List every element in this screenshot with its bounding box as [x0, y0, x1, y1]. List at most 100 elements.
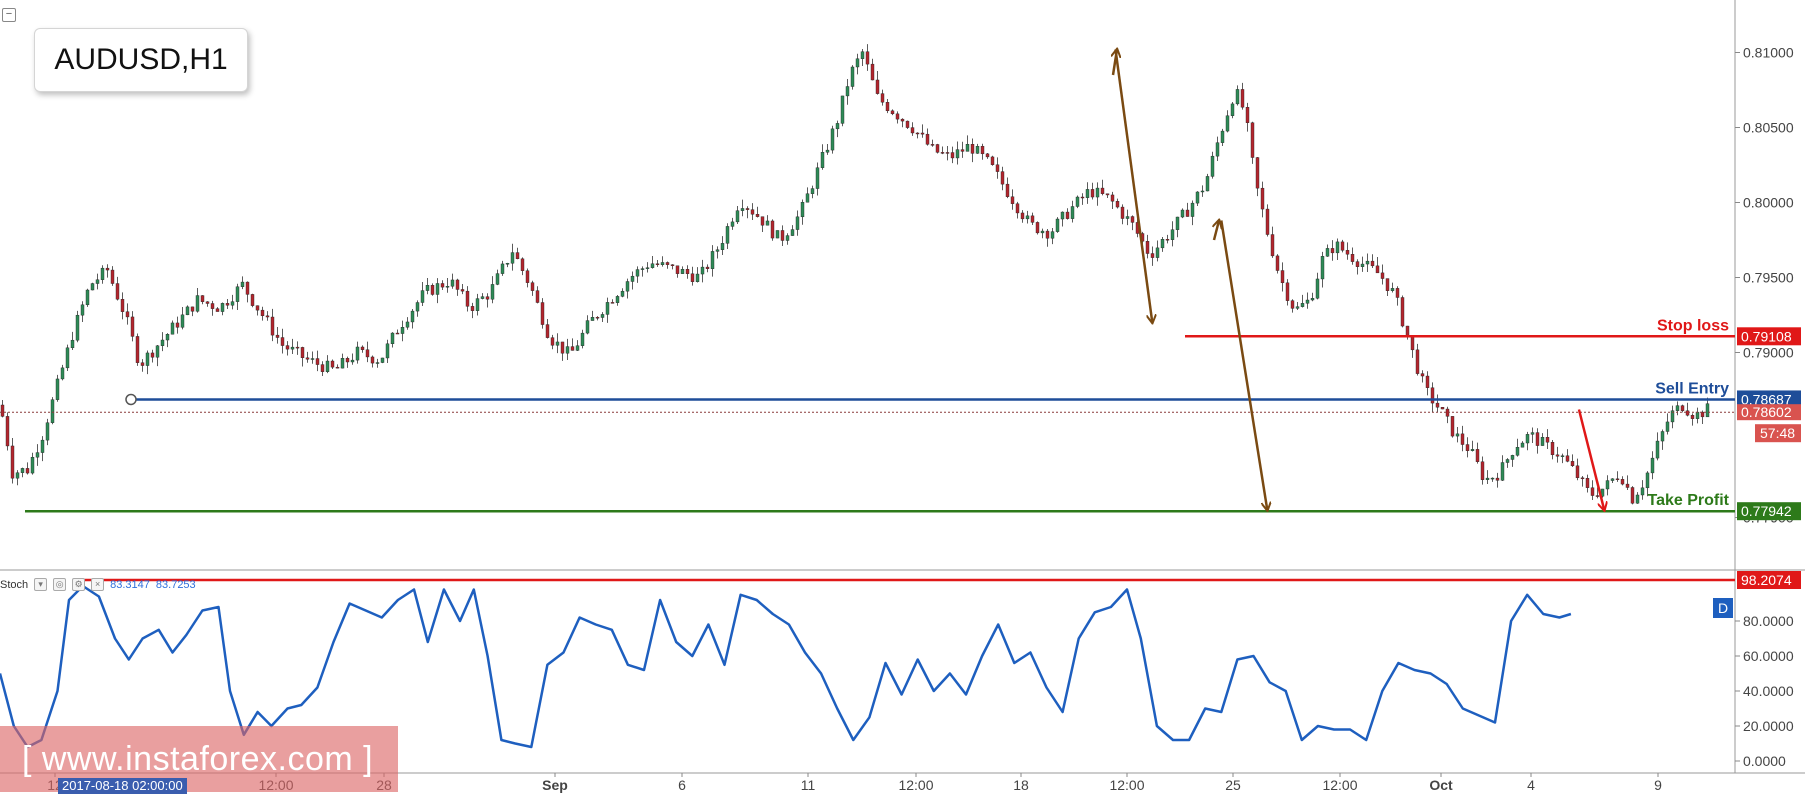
- candle-bull: [835, 123, 840, 130]
- candle-bear: [10, 445, 15, 479]
- candle-bull: [1515, 447, 1520, 456]
- candle-bull: [505, 263, 510, 265]
- candle-bear: [465, 290, 470, 307]
- candle-bear: [255, 305, 260, 311]
- close-icon[interactable]: ×: [91, 578, 105, 591]
- candle-bear: [205, 301, 210, 304]
- candle-bear: [1345, 250, 1350, 255]
- candle-bull: [605, 302, 610, 315]
- candle-bear: [150, 352, 155, 358]
- candle-bull: [700, 266, 705, 275]
- candle-bull: [60, 367, 65, 380]
- candle-bull: [1215, 142, 1220, 157]
- level-price-text: 0.77942: [1741, 503, 1792, 519]
- candle-bear: [535, 290, 540, 303]
- candle-bull: [1485, 477, 1490, 480]
- candle-bull: [600, 314, 605, 318]
- candle-bull: [1560, 455, 1565, 457]
- candle-bull: [1635, 494, 1640, 504]
- candle-bear: [1250, 122, 1255, 158]
- candle-bull: [290, 346, 295, 350]
- candle-bear: [1165, 239, 1170, 241]
- candle-bear: [1685, 410, 1690, 416]
- candle-bull: [40, 439, 45, 453]
- candle-bear: [985, 153, 990, 158]
- candle-bear: [1415, 349, 1420, 374]
- candle-bull: [1195, 191, 1200, 204]
- stoch-y-tick-label: 20.0000: [1743, 718, 1794, 734]
- candle-bear: [1240, 89, 1245, 108]
- candle-bull: [1705, 403, 1710, 418]
- candle-bull: [1305, 299, 1310, 304]
- candle-bull: [830, 128, 835, 151]
- candle-bull: [1230, 103, 1235, 116]
- candle-bull: [1055, 218, 1060, 232]
- candle-bear: [25, 468, 30, 474]
- candle-bull: [1315, 278, 1320, 299]
- candle-bull: [650, 263, 655, 268]
- candle-bear: [1255, 157, 1260, 189]
- candle-bear: [370, 356, 375, 364]
- candle-bear: [685, 269, 690, 274]
- candle-bear: [1285, 282, 1290, 301]
- candle-bull: [710, 251, 715, 269]
- candle-bear: [360, 346, 365, 350]
- symbol-label: AUDUSD,H1: [34, 28, 248, 92]
- candle-bull: [1500, 462, 1505, 481]
- x-tick-label: 12:00: [898, 777, 933, 793]
- candle-bull: [1095, 187, 1100, 198]
- candle-bear: [1580, 477, 1585, 480]
- d-badge[interactable]: D: [1713, 598, 1733, 618]
- candle-bull: [75, 314, 80, 341]
- chevron-down-icon[interactable]: ▾: [34, 578, 48, 591]
- level-price-tag: [1737, 502, 1801, 521]
- eye-icon[interactable]: ◎: [53, 578, 67, 591]
- countdown-tag: [1755, 424, 1801, 443]
- candle-bear: [950, 152, 955, 159]
- cursor-time-label: 2017-08-18 02:00:00: [58, 778, 187, 794]
- candle-bull: [20, 468, 25, 473]
- candle-bear: [595, 317, 600, 319]
- candle-bear: [1630, 487, 1635, 504]
- candle-bear: [1420, 373, 1425, 377]
- candle-bull: [1170, 229, 1175, 240]
- candle-bear: [1700, 411, 1705, 418]
- x-tick-label: 18: [1013, 777, 1029, 793]
- candle-bull: [735, 210, 740, 223]
- candle-bull: [775, 230, 780, 239]
- candle-bull: [1505, 459, 1510, 463]
- candle-bear: [125, 311, 130, 318]
- candle-bear: [1385, 278, 1390, 291]
- x-tick-label: 12:00: [1322, 777, 1357, 793]
- candle-bear: [935, 144, 940, 153]
- candle-bear: [305, 357, 310, 360]
- candle-bear: [1680, 405, 1685, 411]
- candle-bull: [1525, 434, 1530, 444]
- candles: [0, 44, 1710, 505]
- y-tick-label: 0.81000: [1743, 45, 1794, 61]
- candle-bear: [1245, 107, 1250, 123]
- candle-bull: [740, 208, 745, 211]
- trend-arrow: [1114, 49, 1153, 323]
- candle-bull: [450, 279, 455, 287]
- level-label: Take Profit: [1648, 492, 1730, 509]
- candle-bear: [345, 358, 350, 363]
- collapse-icon[interactable]: −: [2, 8, 16, 22]
- level-price-text: 0.79108: [1741, 328, 1792, 344]
- candle-bull: [1655, 440, 1660, 459]
- candle-bear: [890, 110, 895, 115]
- candle-bull: [400, 327, 405, 334]
- candle-bull: [635, 269, 640, 277]
- candle-bull: [680, 269, 685, 274]
- candle-bear: [995, 164, 1000, 172]
- candle-bull: [1665, 421, 1670, 432]
- settings-icon[interactable]: ⚙: [72, 578, 86, 591]
- y-tick-label: 0.80000: [1743, 195, 1794, 211]
- candle-bear: [275, 334, 280, 338]
- candle-bull: [45, 422, 50, 441]
- candle-bull: [720, 243, 725, 250]
- candle-bear: [905, 120, 910, 128]
- candle-bear: [1330, 248, 1335, 254]
- candle-bear: [1460, 433, 1465, 445]
